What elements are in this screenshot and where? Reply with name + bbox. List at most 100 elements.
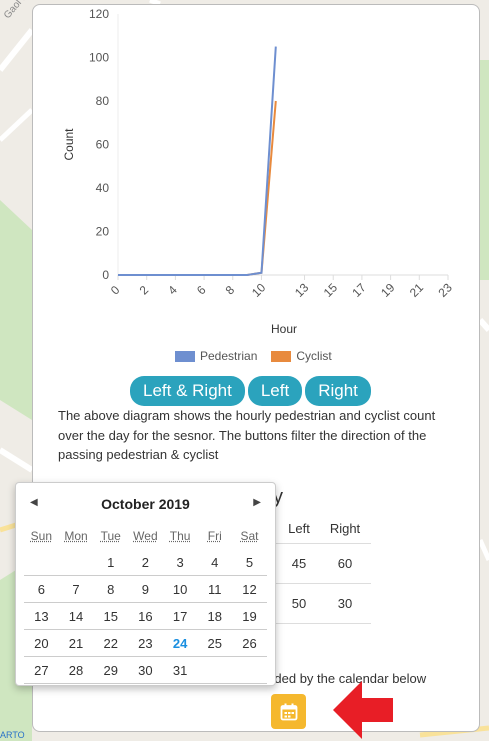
red-arrow-annotation (333, 681, 393, 739)
x-tick-label: 19 (378, 280, 398, 300)
x-tick-label: 10 (249, 280, 269, 300)
series-line-pedestrian (118, 46, 277, 276)
calendar-week-row: 13 14 15 16 17 18 19 (24, 603, 267, 630)
x-tick-label: 2 (137, 283, 152, 298)
x-tick-label: 13 (292, 280, 312, 300)
calendar-day-12[interactable]: 12 (242, 581, 257, 597)
y-tick-label: 0 (102, 268, 109, 282)
calendar-day-24[interactable]: 24 (172, 635, 188, 651)
calendar-day-15[interactable]: 15 (103, 608, 118, 624)
x-tick-label: 17 (349, 280, 369, 300)
chart-description: The above diagram shows the hourly pedes… (58, 408, 436, 462)
calendar-day-16[interactable]: 16 (138, 608, 153, 624)
date-picker: ◀ October 2019 ▶ Sun Mon Tue Wed Thu Fri Sat 1 2… (15, 482, 276, 686)
calendar-day-17[interactable]: 17 (172, 608, 188, 624)
y-axis-title: Count (62, 128, 76, 161)
calendar-day-6[interactable]: 6 (37, 581, 45, 597)
calendar-week-row: 6 7 8 9 10 11 12 (24, 576, 267, 603)
y-tick-label: 60 (96, 138, 110, 152)
weekday-wed: Wed (133, 529, 158, 543)
calendar-day-9[interactable]: 9 (141, 581, 150, 597)
table-cell: 50 (279, 583, 319, 624)
calendar-day-31[interactable]: 31 (172, 662, 188, 678)
weekday-thu: Thu (169, 529, 191, 543)
calendar-month: October (101, 496, 155, 512)
table-header-left: Left (288, 520, 310, 536)
table-cell: 45 (279, 543, 319, 584)
table-cell: 30 (319, 583, 371, 624)
x-tick-label: 21 (407, 280, 427, 300)
calendar-day-19[interactable]: 19 (242, 608, 257, 624)
x-axis-title: Hour (271, 322, 297, 336)
weekday-header-row: Sun Mon Tue Wed Thu Fri Sat (24, 523, 267, 549)
weekday-tue: Tue (100, 529, 121, 543)
weekday-sat: Sat (240, 529, 259, 543)
calendar-day-4[interactable]: 4 (211, 554, 219, 570)
calendar-day-22[interactable]: 22 (103, 635, 118, 651)
series-line-cyclist (118, 100, 277, 276)
calendar-day-20[interactable]: 20 (34, 635, 49, 651)
calendar-day-3[interactable]: 3 (176, 554, 184, 570)
y-tick-label: 20 (96, 225, 110, 239)
cyclist-swatch (271, 350, 292, 362)
calendar-day-28[interactable]: 28 (68, 662, 84, 678)
direction-filter: Left & Right Left Right (130, 376, 371, 406)
table-header-row: Left Right (257, 513, 371, 544)
calendar-day-30[interactable]: 30 (138, 662, 153, 678)
y-tick-label: 80 (96, 94, 110, 108)
calendar-day-10[interactable]: 10 (172, 581, 188, 597)
calendar-day-26[interactable]: 26 (242, 635, 257, 651)
chart-legend: Pedestrian Cyclist (175, 349, 332, 363)
x-tick-label: 4 (165, 283, 180, 298)
weekday-mon: Mon (64, 529, 88, 543)
calendar-grid: Sun Mon Tue Wed Thu Fri Sat 1 2 3 4 5 6 7 8 9 10 11 12 13 14… (24, 523, 267, 684)
weekday-sun: Sun (30, 529, 53, 543)
x-tick-label: 23 (435, 280, 455, 300)
legend-pedestrian[interactable]: Pedestrian (175, 349, 257, 363)
calendar-day-13[interactable]: 13 (34, 608, 49, 624)
daily-section-title: y (273, 486, 283, 508)
next-month-icon[interactable]: ▶ (253, 497, 261, 508)
calendar-icon (280, 703, 297, 720)
left-and-right-button[interactable]: Left & Right (130, 376, 245, 406)
x-tick-label: 8 (223, 283, 238, 298)
table-cell: 60 (319, 543, 371, 584)
calendar-week-row: 1 2 3 4 5 (24, 549, 267, 576)
calendar-day-29[interactable]: 29 (103, 662, 118, 678)
left-button[interactable]: Left (247, 376, 303, 406)
calendar-year: 2019 (158, 496, 190, 512)
calendar-day-8[interactable]: 8 (107, 581, 115, 597)
x-tick-label: 6 (194, 283, 209, 298)
x-tick-label: 15 (321, 280, 341, 300)
y-tick-label: 40 (96, 181, 110, 195)
calendar-day-14[interactable]: 14 (68, 608, 84, 624)
calendar-note: vided by the calendar below (265, 671, 427, 686)
calendar-week-row: 27 28 29 30 31 (24, 657, 267, 684)
right-button[interactable]: Right (305, 376, 371, 406)
calendar-day-27[interactable]: 27 (34, 662, 49, 678)
calendar-day-18[interactable]: 18 (207, 608, 223, 624)
calendar-day-11[interactable]: 11 (208, 581, 222, 597)
x-tick-label: 0 (108, 283, 123, 298)
calendar-day-5[interactable]: 5 (245, 554, 254, 570)
pedestrian-swatch (175, 350, 195, 362)
table-header-right: Right (329, 520, 361, 536)
calendar-week-row: 20 21 22 23 24 25 26 (24, 630, 267, 657)
calendar-day-25[interactable]: 25 (207, 635, 223, 651)
prev-month-icon[interactable]: ◀ (30, 497, 38, 508)
legend-cyclist-label: Cyclist (296, 349, 332, 363)
legend-cyclist[interactable]: Cyclist (271, 349, 332, 363)
weekday-fri: Fri (207, 529, 222, 543)
calendar-day-2[interactable]: 2 (141, 554, 150, 570)
calendar-month-year: October 2019 (16, 496, 275, 514)
calendar-button[interactable] (271, 694, 306, 729)
calendar-day-21[interactable]: 21 (68, 635, 84, 651)
calendar-day-7[interactable]: 7 (72, 581, 80, 597)
calendar-day-1[interactable]: 1 (107, 554, 115, 570)
legend-pedestrian-label: Pedestrian (200, 349, 258, 363)
y-tick-label: 120 (89, 7, 109, 21)
map-attribution[interactable]: ARTO (0, 730, 25, 740)
y-tick-label: 100 (89, 51, 109, 65)
calendar-day-23[interactable]: 23 (138, 635, 153, 651)
